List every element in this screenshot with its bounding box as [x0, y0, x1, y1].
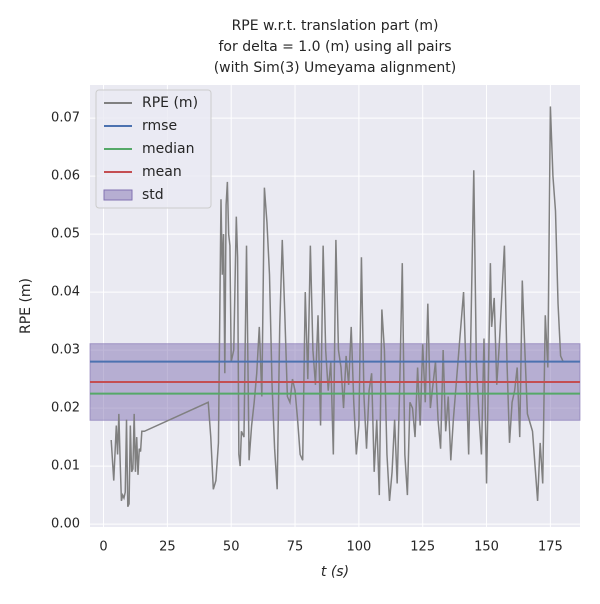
legend-swatch [103, 189, 133, 201]
legend-box [95, 89, 212, 209]
y-tick-label: 0.01 [51, 459, 80, 474]
x-tick-label: 50 [223, 540, 240, 555]
x-tick-label: 25 [159, 540, 176, 555]
y-tick-label: 0.07 [51, 111, 80, 126]
y-tick-label: 0.05 [51, 227, 80, 242]
legend-label: RPE (m) [142, 95, 198, 111]
y-tick-label: 0.02 [51, 401, 80, 416]
x-tick-label: 125 [410, 540, 435, 555]
rpe-line [110, 106, 564, 508]
legend-label: std [142, 187, 164, 203]
legend-label: mean [142, 164, 182, 180]
x-tick-label: 100 [346, 540, 371, 555]
legend-label: median [142, 141, 194, 157]
x-tick-label: 175 [538, 540, 563, 555]
x-tick-label: 150 [474, 540, 499, 555]
chart-title: for delta = 1.0 (m) using all pairs [219, 39, 452, 55]
y-tick-label: 0.00 [51, 517, 80, 532]
chart-title: (with Sim(3) Umeyama alignment) [214, 60, 457, 76]
x-tick-label: 75 [287, 540, 304, 555]
y-axis-label: RPE (m) [18, 278, 34, 334]
y-tick-label: 0.06 [51, 169, 80, 184]
y-tick-label: 0.04 [51, 285, 80, 300]
legend: RPE (m) rmse median mean std [95, 89, 212, 209]
legend-label: rmse [142, 118, 177, 134]
y-tick-label: 0.03 [51, 343, 80, 358]
chart-title: RPE w.r.t. translation part (m) [232, 18, 439, 34]
x-tick-label: 0 [99, 540, 107, 555]
x-axis-label: t (s) [321, 564, 349, 580]
